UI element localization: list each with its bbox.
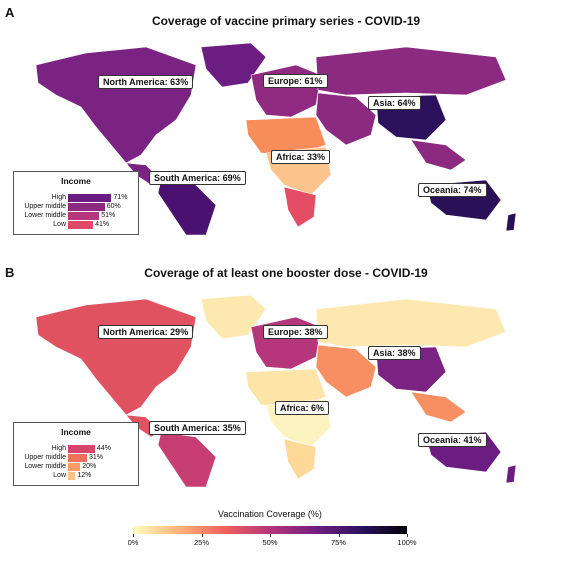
income-row: Upper middle 60% <box>14 202 138 211</box>
callout-north-america: North America: 29% <box>98 325 194 339</box>
income-bar <box>68 194 112 202</box>
callout-oceania: Oceania: 74% <box>418 183 487 197</box>
income-row: Low 41% <box>14 220 138 229</box>
callout-north-america: North America: 63% <box>98 75 194 89</box>
income-label: Low <box>53 472 66 479</box>
callout-oceania: Oceania: 41% <box>418 433 487 447</box>
new-zealand-shape <box>505 212 517 232</box>
income-label: Upper middle <box>24 454 66 461</box>
income-row: Lower middle 20% <box>14 462 138 471</box>
legend-tick <box>407 534 408 537</box>
income-title: Income <box>61 427 91 437</box>
income-bar <box>68 221 94 229</box>
legend-tick-label: 50% <box>262 538 278 547</box>
income-bar <box>68 445 95 453</box>
legend-tick-label: 75% <box>330 538 346 547</box>
callout-south-america: South America: 69% <box>149 171 246 185</box>
callout-asia: Asia: 38% <box>368 346 421 360</box>
callout-europe: Europe: 61% <box>263 74 328 88</box>
legend-tick-label: 25% <box>193 538 209 547</box>
north-america-shape <box>35 298 197 416</box>
panel-b-title: Coverage of at least one booster dose - … <box>144 266 428 280</box>
russia-shape <box>315 46 507 96</box>
callout-south-america: South America: 35% <box>149 421 246 435</box>
income-bar <box>68 212 100 220</box>
callout-europe: Europe: 38% <box>263 325 328 339</box>
income-label: High <box>51 194 66 201</box>
europe-shape <box>250 64 322 118</box>
income-label: High <box>51 445 66 452</box>
income-value: 12% <box>77 472 92 479</box>
income-value: 31% <box>88 454 103 461</box>
income-row: Lower middle 51% <box>14 211 138 220</box>
income-label: Low <box>53 221 66 228</box>
income-title: Income <box>61 176 91 186</box>
legend-tick-label: 0% <box>127 538 139 547</box>
asia-shape <box>315 92 377 146</box>
income-value: 51% <box>101 212 116 219</box>
income-label: Lower middle <box>24 212 66 219</box>
income-value: 20% <box>82 463 97 470</box>
income-value: 71% <box>113 194 128 201</box>
income-row: Upper middle 31% <box>14 453 138 462</box>
panel-a-letter: A <box>5 5 15 20</box>
income-value: 41% <box>95 221 110 228</box>
asia-shape <box>315 344 377 398</box>
south-america-shape <box>157 179 217 235</box>
income-bar <box>68 203 105 211</box>
africa-south-shape <box>283 186 317 228</box>
legend-tick <box>338 534 340 537</box>
income-row: High 71% <box>14 193 138 202</box>
income-row: High 44% <box>14 444 138 453</box>
south-america-shape <box>157 431 217 487</box>
callout-africa: Africa: 33% <box>271 150 331 164</box>
africa-south-shape <box>283 438 317 480</box>
income-value: 44% <box>96 445 111 452</box>
greenland-shape <box>200 42 267 88</box>
se-asia-shape <box>410 391 467 423</box>
se-asia-shape <box>410 139 467 171</box>
income-value: 60% <box>106 203 121 210</box>
income-row: Low 12% <box>14 471 138 480</box>
legend-title: Vaccination Coverage (%) <box>218 509 322 519</box>
legend-tick-label: 100% <box>397 538 417 547</box>
legend-tick <box>133 534 134 537</box>
new-zealand-shape <box>505 464 517 484</box>
income-bar <box>68 472 76 480</box>
panel-b-income-legend: Income High 44% Upper middle 31% Lower m… <box>13 422 139 486</box>
income-label: Upper middle <box>24 203 66 210</box>
legend-color-bar <box>133 526 407 534</box>
callout-asia: Asia: 64% <box>368 96 421 110</box>
north-america-shape <box>35 46 197 164</box>
russia-shape <box>315 298 507 348</box>
legend-tick <box>201 534 203 537</box>
legend-tick <box>270 534 271 537</box>
income-bar <box>68 463 81 471</box>
greenland-shape <box>200 294 267 340</box>
callout-africa: Africa: 6% <box>275 401 330 415</box>
panel-a-title: Coverage of vaccine primary series - COV… <box>151 14 421 28</box>
panel-b-letter: B <box>5 265 15 280</box>
income-label: Lower middle <box>24 463 66 470</box>
panel-a-income-legend: Income High 71% Upper middle 60% Lower m… <box>13 171 139 235</box>
income-bar <box>68 454 87 462</box>
